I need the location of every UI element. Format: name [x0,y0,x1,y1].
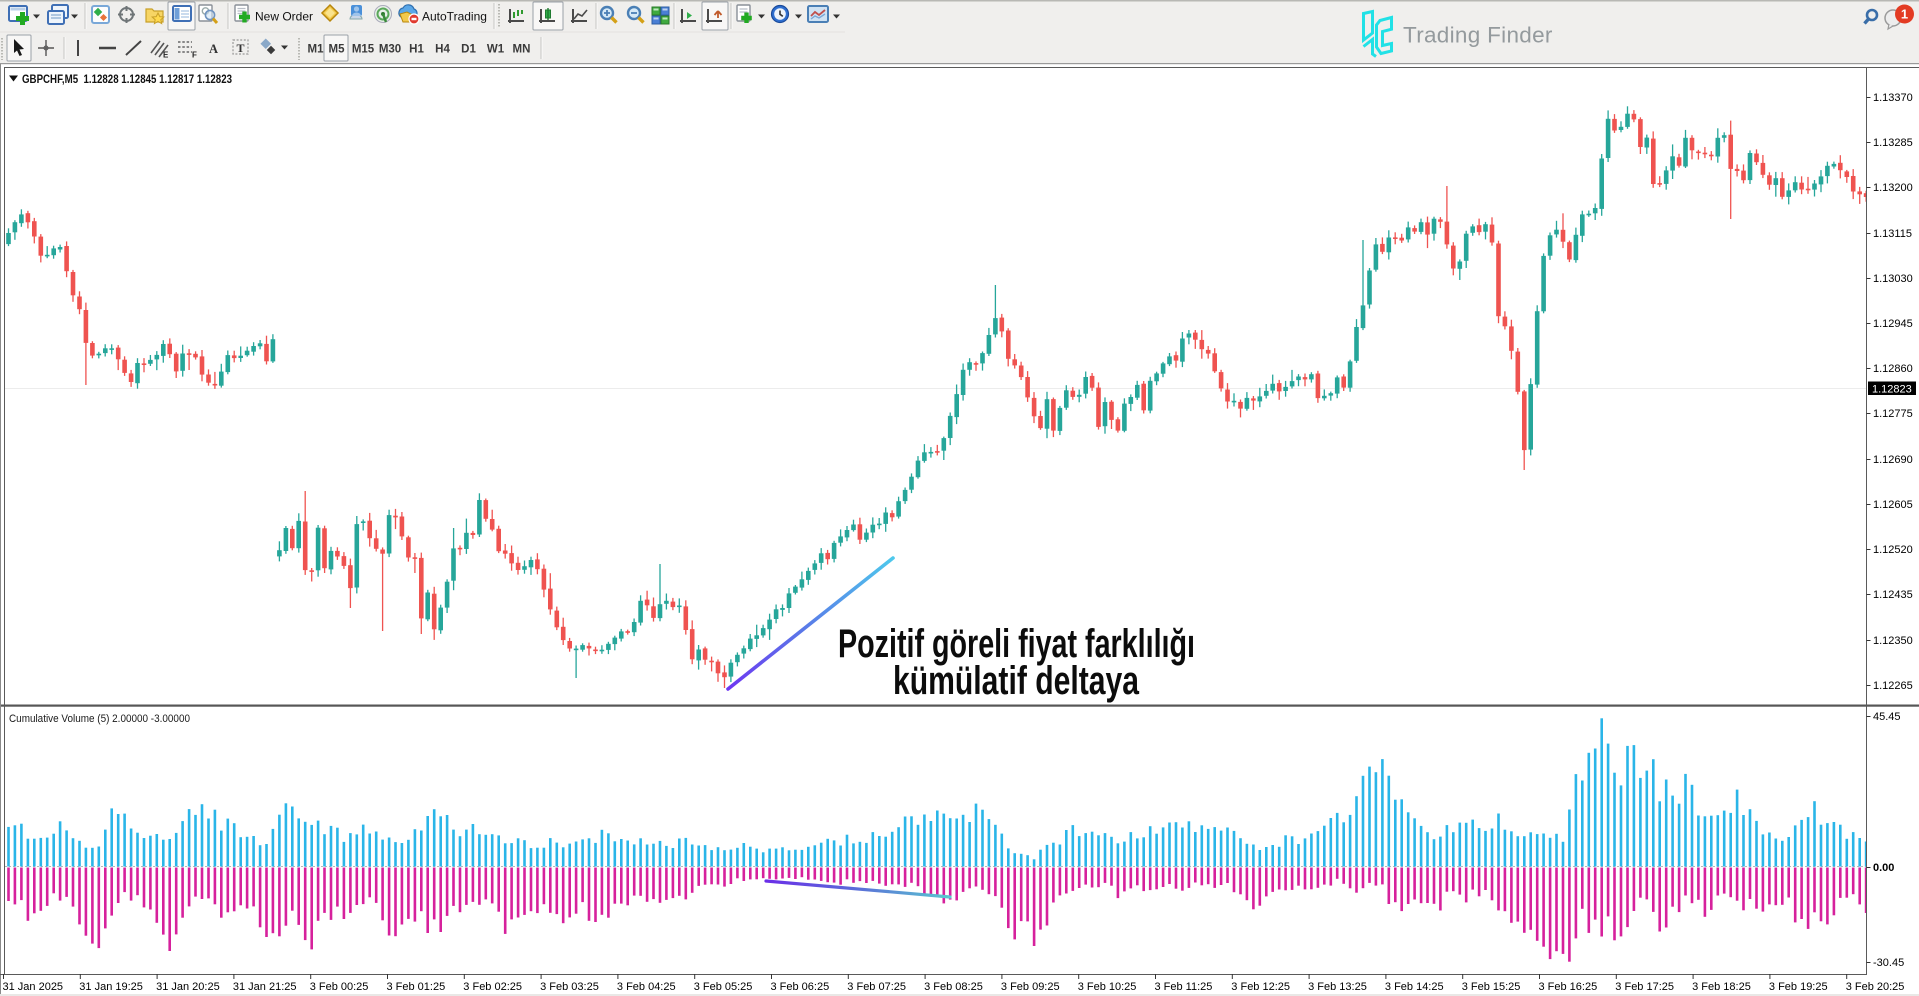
svg-text:W1: W1 [487,44,505,56]
svg-text:1.13285: 1.13285 [1873,137,1913,149]
svg-text:3 Feb 20:25: 3 Feb 20:25 [1846,981,1905,993]
svg-text:3 Feb 17:25: 3 Feb 17:25 [1615,981,1674,993]
svg-text:M15: M15 [352,44,375,56]
svg-text:H1: H1 [409,44,424,56]
svg-text:1.13370: 1.13370 [1873,92,1913,104]
svg-text:1.12823: 1.12823 [1872,384,1912,396]
svg-text:3 Feb 11:25: 3 Feb 11:25 [1155,981,1213,993]
svg-text:AutoTrading: AutoTrading [422,10,487,24]
svg-text:3 Feb 00:25: 3 Feb 00:25 [310,981,369,993]
svg-text:3 Feb 12:25: 3 Feb 12:25 [1231,981,1290,993]
svg-text:1.12945: 1.12945 [1873,318,1913,330]
svg-text:45.45: 45.45 [1873,711,1901,723]
svg-text:1.12350: 1.12350 [1873,635,1913,647]
svg-text:1.12860: 1.12860 [1873,363,1913,375]
svg-text:1: 1 [1901,7,1908,22]
svg-text:A: A [209,42,218,56]
svg-text:H4: H4 [435,44,450,56]
svg-text:3 Feb 03:25: 3 Feb 03:25 [540,981,599,993]
svg-text:31 Jan 21:25: 31 Jan 21:25 [233,981,297,993]
svg-text:F: F [192,51,197,60]
svg-text:3 Feb 08:25: 3 Feb 08:25 [924,981,983,993]
svg-text:31 Jan 2025: 31 Jan 2025 [3,981,64,993]
svg-text:1.13115: 1.13115 [1873,228,1912,240]
svg-text:Pozitif göreli fiyat farklılığ: Pozitif göreli fiyat farklılığı [838,622,1195,666]
svg-text:3 Feb 14:25: 3 Feb 14:25 [1385,981,1444,993]
svg-text:E: E [163,51,169,60]
svg-text:3 Feb 06:25: 3 Feb 06:25 [771,981,830,993]
svg-text:Trading Finder: Trading Finder [1403,23,1553,48]
svg-text:3 Feb 04:25: 3 Feb 04:25 [617,981,676,993]
svg-text:3 Feb 16:25: 3 Feb 16:25 [1539,981,1598,993]
svg-text:1.13030: 1.13030 [1873,273,1913,285]
svg-text:T: T [237,41,245,55]
svg-text:1.13200: 1.13200 [1873,182,1913,194]
svg-text:3 Feb 02:25: 3 Feb 02:25 [463,981,522,993]
svg-text:3 Feb 18:25: 3 Feb 18:25 [1692,981,1751,993]
svg-text:1.12265: 1.12265 [1873,680,1913,692]
svg-text:31 Jan 19:25: 31 Jan 19:25 [79,981,143,993]
svg-text:1.12690: 1.12690 [1873,454,1913,466]
svg-text:1.12435: 1.12435 [1873,589,1913,601]
svg-text:-30.45: -30.45 [1873,957,1904,969]
svg-text:3 Feb 10:25: 3 Feb 10:25 [1078,981,1137,993]
svg-text:1.12520: 1.12520 [1873,544,1913,556]
svg-text:M1: M1 [308,44,325,56]
svg-text:M30: M30 [379,44,401,56]
svg-text:Cumulative Volume (5) 2.00000: Cumulative Volume (5) 2.00000 -3.00000 [9,713,190,725]
svg-text:1.12775: 1.12775 [1873,408,1913,420]
svg-text:1.12605: 1.12605 [1873,499,1913,511]
svg-text:3 Feb 01:25: 3 Feb 01:25 [387,981,446,993]
svg-text:M5: M5 [329,44,346,56]
svg-text:0.00: 0.00 [1873,862,1894,874]
svg-text:3 Feb 19:25: 3 Feb 19:25 [1769,981,1828,993]
svg-text:31 Jan 20:25: 31 Jan 20:25 [156,981,220,993]
svg-text:3 Feb 07:25: 3 Feb 07:25 [847,981,906,993]
svg-text:3 Feb 05:25: 3 Feb 05:25 [694,981,753,993]
svg-text:kümülatif deltaya: kümülatif deltaya [893,659,1140,703]
svg-text:3 Feb 13:25: 3 Feb 13:25 [1308,981,1367,993]
svg-text:GBPCHF,M5 1.12828 1.12845 1.1: GBPCHF,M5 1.12828 1.12845 1.12817 1.1282… [22,74,232,86]
svg-text:3 Feb 09:25: 3 Feb 09:25 [1001,981,1060,993]
svg-text:New Order: New Order [255,10,313,24]
svg-text:3 Feb 15:25: 3 Feb 15:25 [1462,981,1521,993]
svg-text:MN: MN [513,44,531,56]
svg-text:D1: D1 [461,44,476,56]
